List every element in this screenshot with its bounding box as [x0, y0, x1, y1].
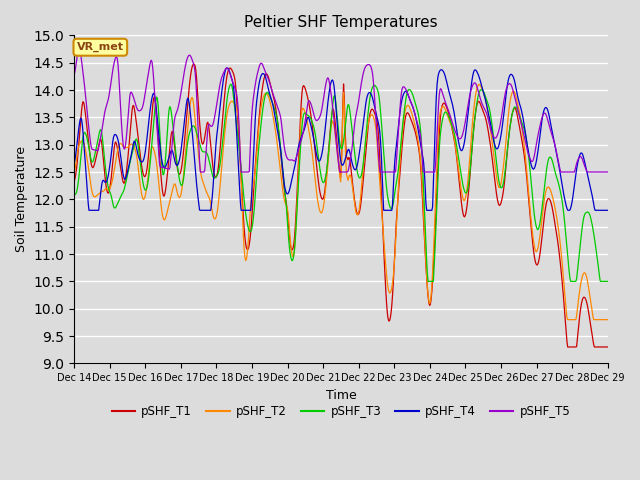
- pSHF_T5: [70, 72, 78, 77]
- Line: pSHF_T2: pSHF_T2: [74, 84, 608, 320]
- Text: VR_met: VR_met: [77, 42, 124, 52]
- pSHF_T3: [406, 87, 414, 93]
- pSHF_T4: [136, 156, 143, 162]
- pSHF_T1: [135, 139, 143, 145]
- pSHF_T1: [604, 344, 612, 350]
- pSHF_T2: [476, 82, 483, 87]
- Y-axis label: Soil Temperature: Soil Temperature: [15, 146, 28, 252]
- pSHF_T1: [190, 61, 198, 67]
- pSHF_T5: [407, 100, 415, 106]
- pSHF_T4: [85, 207, 93, 213]
- pSHF_T1: [70, 178, 78, 184]
- pSHF_T4: [70, 160, 78, 166]
- pSHF_T3: [604, 278, 612, 284]
- pSHF_T1: [189, 62, 196, 68]
- pSHF_T5: [136, 108, 143, 114]
- pSHF_T4: [218, 88, 226, 94]
- pSHF_T2: [217, 171, 225, 177]
- pSHF_T2: [189, 97, 196, 103]
- Line: pSHF_T4: pSHF_T4: [74, 68, 608, 210]
- pSHF_T2: [421, 246, 429, 252]
- Line: pSHF_T5: pSHF_T5: [74, 49, 608, 172]
- pSHF_T4: [80, 140, 88, 145]
- pSHF_T2: [135, 169, 143, 175]
- pSHF_T1: [564, 344, 572, 350]
- pSHF_T5: [196, 169, 204, 175]
- pSHF_T3: [80, 131, 88, 136]
- pSHF_T3: [70, 192, 78, 197]
- Legend: pSHF_T1, pSHF_T2, pSHF_T3, pSHF_T4, pSHF_T5: pSHF_T1, pSHF_T2, pSHF_T3, pSHF_T4, pSHF…: [107, 401, 575, 423]
- pSHF_T4: [604, 207, 612, 213]
- pSHF_T4: [190, 146, 198, 152]
- pSHF_T2: [80, 140, 88, 146]
- pSHF_T2: [604, 317, 612, 323]
- pSHF_T3: [189, 123, 196, 129]
- Line: pSHF_T1: pSHF_T1: [74, 64, 608, 347]
- pSHF_T5: [423, 169, 431, 175]
- Line: pSHF_T3: pSHF_T3: [74, 84, 608, 281]
- pSHF_T3: [217, 153, 225, 159]
- pSHF_T1: [80, 100, 88, 106]
- pSHF_T1: [218, 125, 226, 131]
- pSHF_T5: [76, 46, 83, 52]
- pSHF_T5: [81, 83, 88, 89]
- pSHF_T1: [422, 263, 430, 268]
- pSHF_T3: [424, 278, 432, 284]
- pSHF_T2: [406, 105, 413, 110]
- pSHF_T3: [422, 242, 430, 248]
- pSHF_T5: [219, 72, 227, 78]
- pSHF_T3: [227, 82, 235, 87]
- pSHF_T2: [70, 169, 78, 175]
- pSHF_T5: [604, 169, 612, 175]
- pSHF_T4: [223, 65, 230, 71]
- pSHF_T4: [423, 207, 431, 213]
- Title: Peltier SHF Temperatures: Peltier SHF Temperatures: [244, 15, 438, 30]
- pSHF_T4: [407, 100, 415, 106]
- pSHF_T5: [190, 61, 198, 67]
- X-axis label: Time: Time: [326, 389, 356, 402]
- pSHF_T2: [564, 317, 572, 323]
- pSHF_T1: [406, 115, 414, 120]
- pSHF_T3: [135, 147, 143, 153]
